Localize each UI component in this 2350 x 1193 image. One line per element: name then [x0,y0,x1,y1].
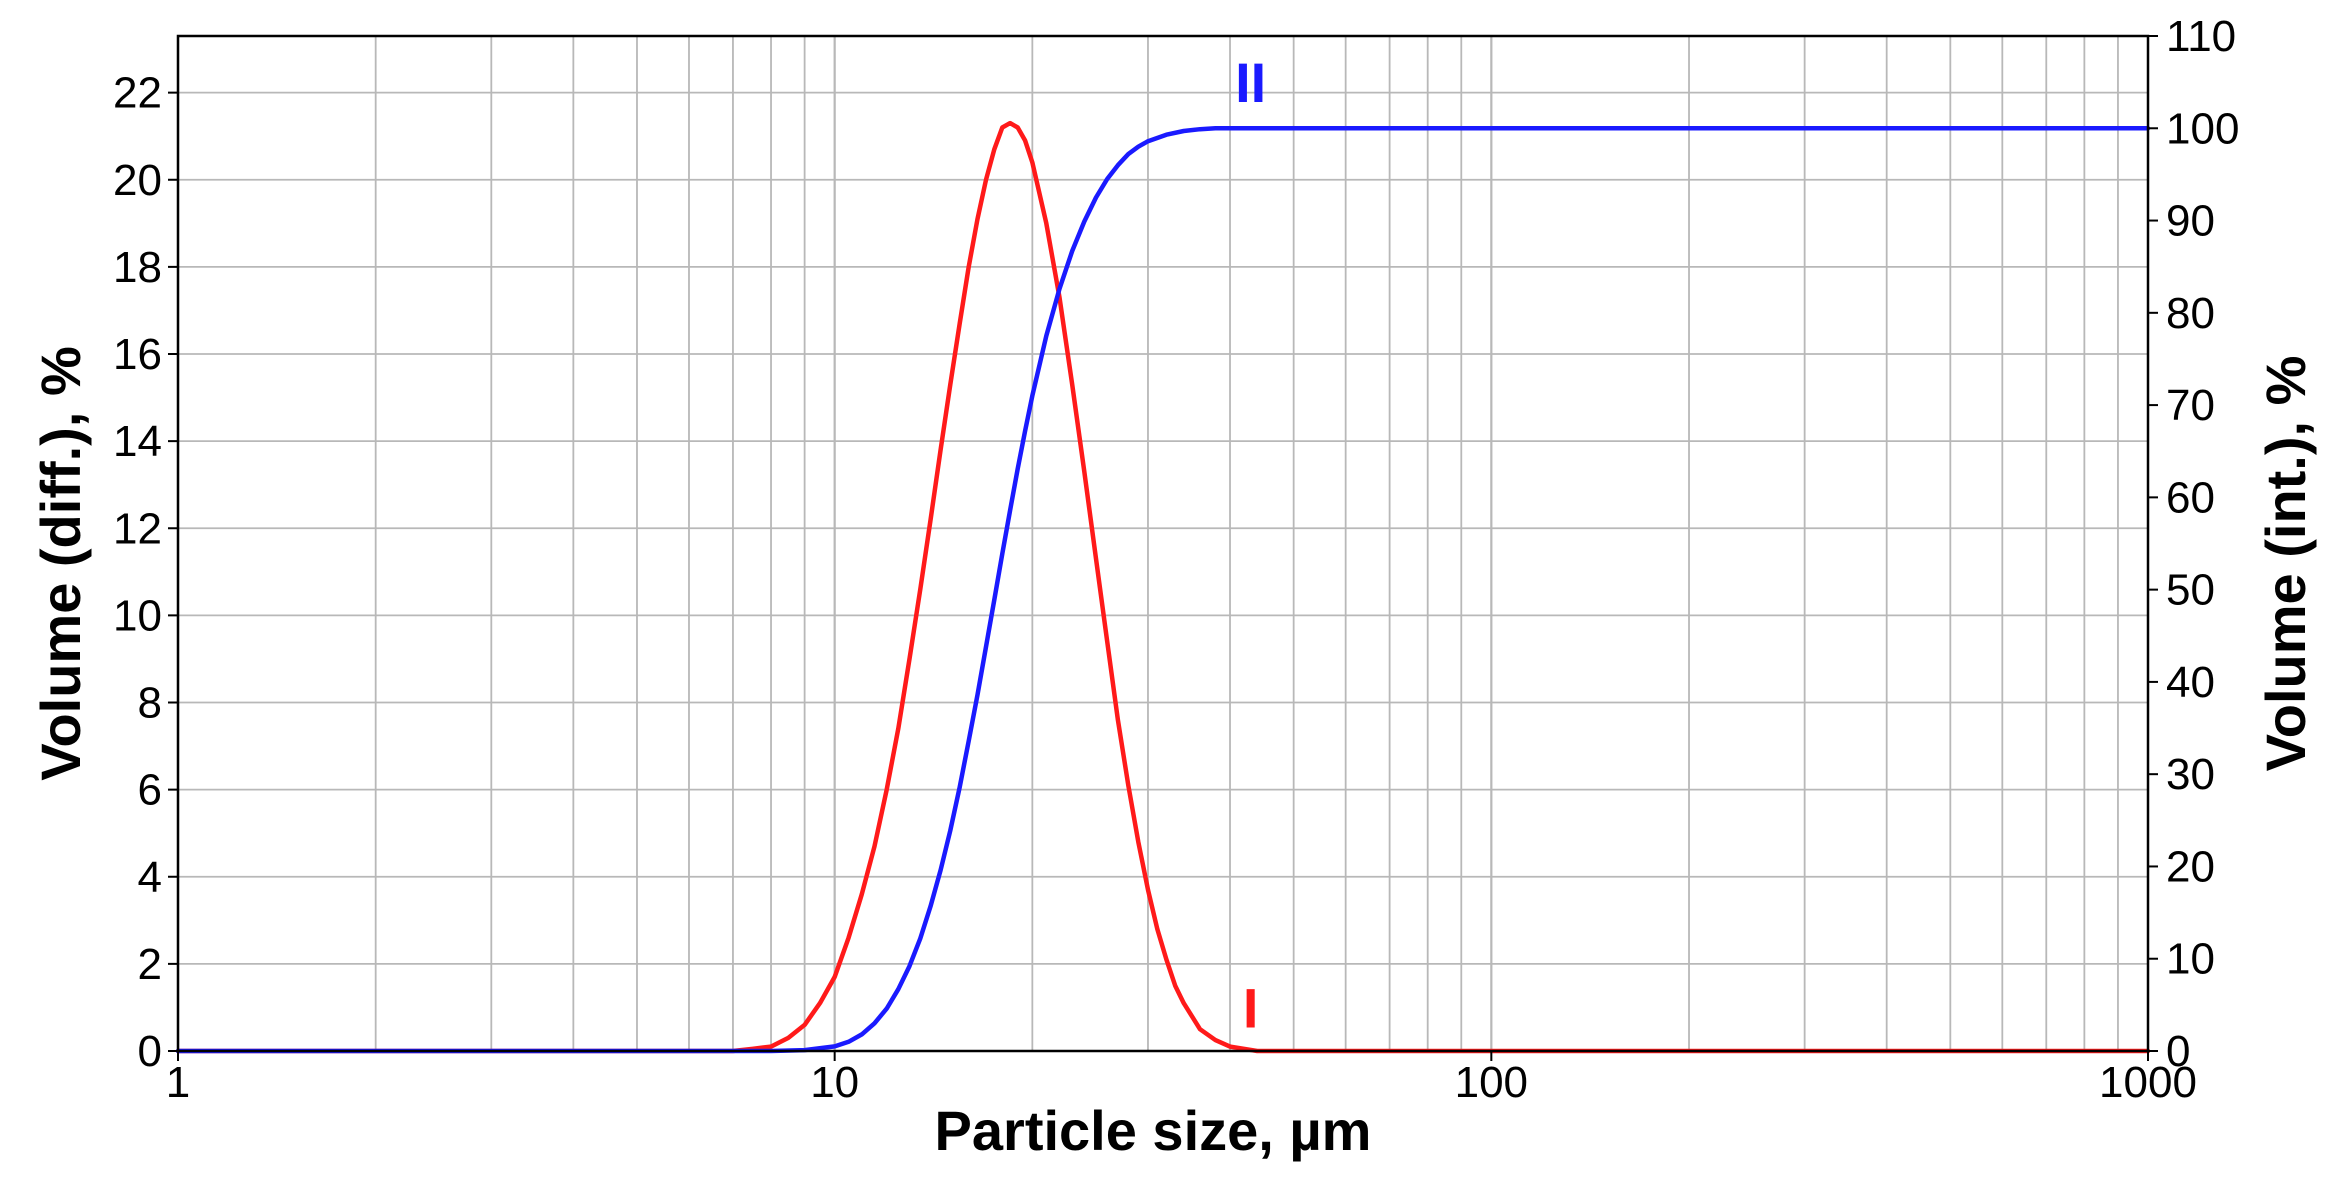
right-y-tick-label: 40 [2166,658,2215,707]
left-y-tick-label: 8 [138,679,162,728]
left-y-tick-label: 0 [138,1027,162,1076]
left-y-tick-label: 20 [113,156,162,205]
right-y-tick-label: 110 [2166,12,2236,61]
series-line-II [175,126,2151,1054]
left-y-tick-label: 6 [138,766,162,815]
series-line-I [175,120,2151,1054]
curve-label-II: II [1235,51,1266,114]
right-y-tick-label: 70 [2166,381,2215,430]
curve-labels: III [1235,51,1266,1039]
tick-labels: 1 10 100 1000024681012141618202201020304050… [113,12,2239,1107]
right-y-tick-label: 0 [2166,1027,2190,1076]
x-tick-label: 10 [810,1058,859,1107]
plot-frame [176,34,2150,1053]
x-tick-label: 1 [166,1058,190,1107]
right-y-tick-label: 60 [2166,473,2215,522]
left-y-tick-label: 14 [113,417,162,466]
right-y-tick-label: 50 [2166,566,2215,615]
left-y-tick-label: 4 [138,853,162,902]
left-y-tick-label: 16 [113,330,162,379]
left-y-axis-label: Volume (diff.), % [29,346,92,781]
curve-label-I: I [1243,976,1259,1039]
right-y-tick-label: 80 [2166,289,2215,338]
right-y-tick-label: 20 [2166,842,2215,891]
left-y-tick-label: 12 [113,504,162,553]
right-y-axis-label: Volume (int.), % [2254,356,2317,772]
data-series [175,120,2151,1054]
right-y-tick-label: 100 [2166,104,2239,153]
left-y-tick-label: 22 [113,69,162,118]
x-tick-label: 100 [1455,1058,1528,1107]
x-tick-label: 1000 [2099,1058,2197,1107]
left-y-tick-label: 2 [138,940,162,989]
right-y-tick-label: 30 [2166,750,2215,799]
x-axis-label: Particle size, µm [935,1099,1372,1162]
left-y-tick-label: 18 [113,243,162,292]
left-y-tick-label: 10 [113,591,162,640]
right-y-tick-label: 10 [2166,935,2215,984]
right-y-tick-label: 90 [2166,197,2215,246]
